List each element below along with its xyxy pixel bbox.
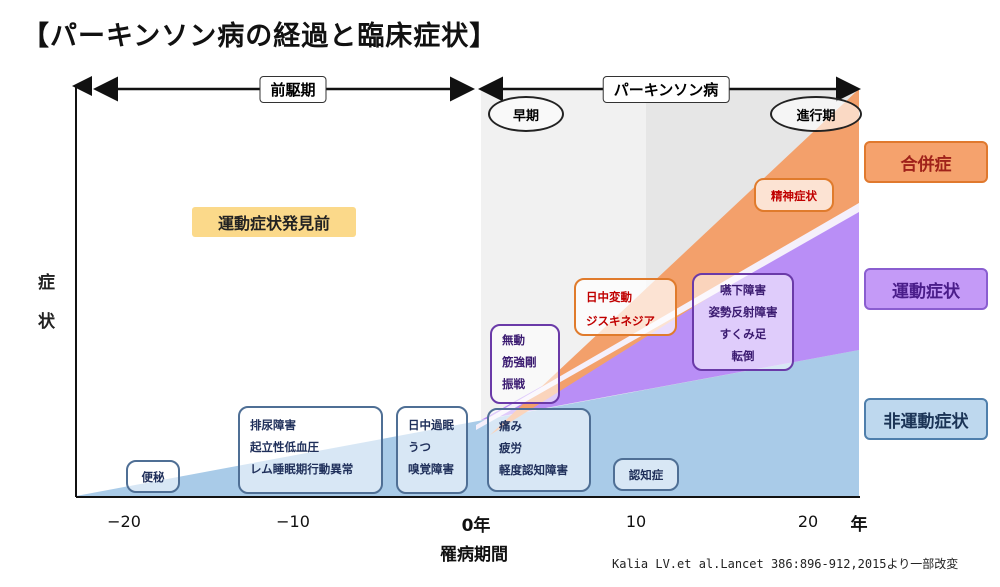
autonomic-box: 排尿障害 起立性低血圧 レム睡眠期行動異常: [238, 406, 383, 494]
early-stage-oval: 早期: [488, 96, 564, 132]
fluctuations-box: 日中変動 ジスキネジア: [574, 278, 677, 336]
symptom-tremor: 振戦: [502, 377, 525, 391]
symptom-orthostatic: 起立性低血圧: [250, 440, 319, 454]
legend-motor: 運動症状: [864, 268, 988, 310]
early-nonmotor-box: 痛み 疲労 軽度認知障害: [487, 408, 591, 492]
dementia-box: 認知症: [613, 458, 679, 491]
symptom-wearing-off: 日中変動: [586, 290, 632, 304]
symptom-dyskinesia: ジスキネジア: [586, 314, 655, 328]
symptom-fatigue: 疲労: [499, 441, 522, 455]
axial-motor-box: 嚥下障害 姿勢反射障害 すくみ足 転倒: [692, 273, 794, 371]
legend-complications: 合併症: [864, 141, 988, 183]
symptom-psychosis: 精神症状: [771, 189, 817, 203]
symptom-urinary: 排尿障害: [250, 418, 296, 432]
symptom-rbd: レム睡眠期行動異常: [250, 462, 354, 476]
symptom-mci: 軽度認知障害: [499, 463, 568, 477]
symptom-falls: 転倒: [731, 349, 755, 363]
legend-nonmotor: 非運動症状: [864, 398, 988, 440]
symptom-freezing: すくみ足: [719, 327, 767, 341]
prodromal-label: 前駆期: [259, 76, 327, 103]
symptom-dementia: 認知症: [628, 468, 664, 482]
symptom-postural-instability: 姿勢反射障害: [708, 305, 778, 319]
symptom-depression: うつ: [408, 440, 431, 454]
symptom-rigidity: 筋強剛: [502, 355, 537, 369]
x-tick-20: 20: [797, 512, 819, 531]
symptom-dysphagia: 嚥下障害: [720, 283, 766, 297]
cardinal-motor-box: 無動 筋強剛 振戦: [490, 324, 560, 404]
page-title: 【パーキンソン病の経過と臨床症状】: [22, 21, 498, 52]
y-axis-label-1: 症: [38, 273, 55, 293]
x-tick-year: 年: [850, 515, 868, 535]
symptom-hyposmia: 嗅覚障害: [408, 462, 454, 476]
parkinsons-label: パーキンソン病: [602, 76, 730, 103]
pre-motor-label: 運動症状発見前: [192, 207, 356, 237]
y-axis-label-2: 状: [38, 312, 55, 332]
x-axis-label: 罹病期間: [440, 545, 508, 565]
symptom-pain: 痛み: [499, 419, 522, 433]
symptom-akinesia: 無動: [502, 333, 525, 347]
symptom-constipation: 便秘: [141, 470, 165, 484]
x-tick-0: 0年: [461, 516, 491, 536]
advanced-stage-oval: 進行期: [770, 96, 862, 132]
x-tick-minus20: −20: [107, 512, 141, 531]
x-tick-10: 10: [625, 512, 647, 531]
constipation-box: 便秘: [126, 460, 180, 493]
complication-band: [490, 89, 859, 435]
x-tick-minus10: −10: [276, 512, 310, 531]
citation: Kalia LV.et al.Lancet 386:896-912,2015より…: [612, 557, 959, 571]
symptom-daytime-sleepiness: 日中過眠: [408, 418, 454, 432]
psychosis-box: 精神症状: [754, 178, 834, 212]
sleep-mood-box: 日中過眠 うつ 嗅覚障害: [396, 406, 468, 494]
